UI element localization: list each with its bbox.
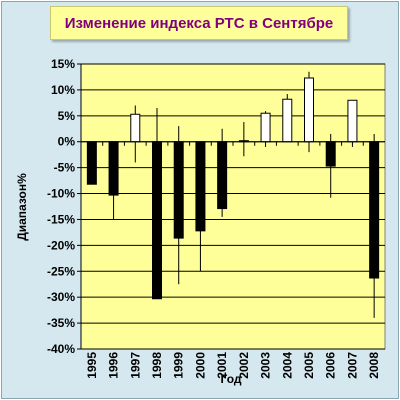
x-tick-label: 2004 xyxy=(280,352,294,379)
bar xyxy=(347,99,358,143)
x-tick-label: 2007 xyxy=(345,352,359,379)
chart-title: Изменение индекса РТС в Сентябре xyxy=(64,14,334,32)
y-tick-label: -15% xyxy=(47,212,75,226)
x-tick-label: 1995 xyxy=(85,352,99,379)
y-tick-label: 0% xyxy=(58,135,76,149)
x-tick-label: 1996 xyxy=(107,352,121,379)
x-axis: 1995 1996 1997 1998 1999 2000 2001 2002 2003 2004… xyxy=(81,141,385,379)
y-tick-label: -10% xyxy=(47,187,75,201)
y-axis: 15% 10% 5% 0% -5% -10% -15% -20% -25% -30% -35% -40… xyxy=(47,57,82,356)
bar xyxy=(108,141,119,196)
y-tick-label: -25% xyxy=(47,264,75,278)
bar xyxy=(86,141,97,185)
y-tick-label: 15% xyxy=(51,57,75,71)
y-tick-label: -40% xyxy=(47,342,75,356)
x-tick-label: 2003 xyxy=(259,352,273,379)
y-tick-label: -30% xyxy=(47,290,75,304)
y-tick-label: 5% xyxy=(58,109,76,123)
bar xyxy=(152,141,162,300)
y-tick-label: -5% xyxy=(54,161,76,175)
y-tick-label: -35% xyxy=(47,316,75,330)
bar xyxy=(195,141,206,232)
x-tick-label: 2001 xyxy=(215,352,229,379)
bar xyxy=(325,141,336,167)
x-tick-label: 2000 xyxy=(193,352,207,379)
y-tick-label: -20% xyxy=(47,238,75,252)
x-tick-label: 1999 xyxy=(172,352,186,379)
bar xyxy=(173,141,184,239)
plot-area xyxy=(80,63,386,350)
x-axis-label: Год xyxy=(221,372,242,386)
bar xyxy=(282,98,293,143)
plot-background xyxy=(80,63,386,350)
y-axis-label: Диапазон% xyxy=(15,173,29,241)
x-tick-label: 1997 xyxy=(128,352,142,379)
x-tick-label: 2006 xyxy=(324,352,338,379)
bar xyxy=(217,141,228,210)
chart-title-box: Изменение индекса РТС в Сентябре xyxy=(50,6,348,40)
x-tick-label: 1998 xyxy=(150,352,164,379)
x-tick-label: 2002 xyxy=(237,352,251,379)
y-tick-label: 10% xyxy=(51,83,75,97)
x-tick-label: 2008 xyxy=(367,352,381,379)
bar xyxy=(260,112,271,143)
bars xyxy=(86,77,380,300)
bar xyxy=(130,113,141,143)
x-tick-label: 2005 xyxy=(302,352,316,379)
bar xyxy=(369,141,380,279)
bar xyxy=(304,77,314,143)
